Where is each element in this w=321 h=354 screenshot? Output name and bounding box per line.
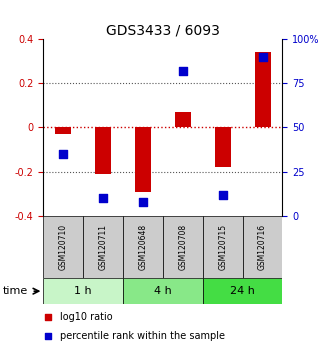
Title: GDS3433 / 6093: GDS3433 / 6093 (106, 24, 220, 38)
Point (61, 151, 66, 157)
Bar (135, 127, 151, 192)
Point (260, 54, 265, 59)
Point (46, 314, 51, 320)
Text: GSM120710: GSM120710 (59, 224, 68, 270)
Bar (43, 216, 83, 278)
Point (180, 68, 186, 74)
Text: GSM120648: GSM120648 (138, 224, 147, 270)
Text: GSM120708: GSM120708 (178, 224, 187, 270)
Bar (255, 52, 271, 127)
Point (100, 195, 106, 201)
Text: GSM120711: GSM120711 (99, 224, 108, 270)
Text: GSM120715: GSM120715 (218, 224, 227, 270)
Bar (215, 127, 231, 167)
Bar (43, 278, 123, 304)
Bar (203, 278, 282, 304)
Bar (175, 112, 191, 127)
Bar (243, 216, 282, 278)
Bar (203, 216, 243, 278)
Bar (83, 216, 123, 278)
Point (140, 199, 145, 205)
Text: 24 h: 24 h (230, 286, 255, 296)
Point (220, 192, 225, 198)
Bar (163, 216, 203, 278)
Bar (123, 216, 163, 278)
Bar (55, 127, 71, 134)
Text: percentile rank within the sample: percentile rank within the sample (60, 331, 225, 341)
Text: time: time (3, 286, 29, 296)
Bar (95, 127, 111, 174)
Bar (123, 278, 203, 304)
Point (46, 333, 51, 339)
Text: GSM120716: GSM120716 (258, 224, 267, 270)
Text: 4 h: 4 h (154, 286, 172, 296)
Text: 1 h: 1 h (74, 286, 92, 296)
Text: log10 ratio: log10 ratio (60, 312, 113, 322)
